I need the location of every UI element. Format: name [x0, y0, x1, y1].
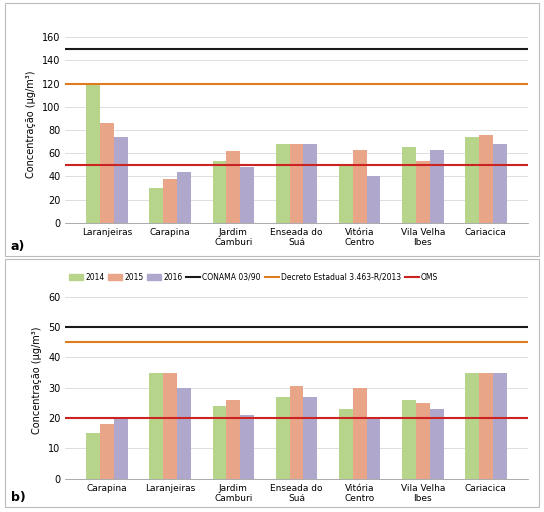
Bar: [177, 172, 191, 223]
Bar: [150, 188, 163, 223]
Bar: [150, 373, 163, 479]
Bar: [402, 400, 416, 479]
Bar: [240, 415, 254, 479]
Text: b): b): [11, 492, 26, 504]
Bar: [213, 161, 226, 223]
Bar: [289, 144, 304, 223]
Bar: [100, 123, 114, 223]
Bar: [430, 409, 443, 479]
Bar: [416, 161, 430, 223]
Bar: [367, 418, 380, 479]
Bar: [479, 135, 493, 223]
Y-axis label: Concentração (µg/m³): Concentração (µg/m³): [26, 71, 36, 178]
Bar: [339, 409, 353, 479]
Bar: [226, 400, 240, 479]
Text: a): a): [11, 241, 25, 253]
Bar: [86, 84, 100, 223]
Bar: [493, 144, 506, 223]
Y-axis label: Concentração (µg/m³): Concentração (µg/m³): [33, 327, 42, 434]
Bar: [289, 386, 304, 479]
Bar: [430, 150, 443, 223]
Bar: [100, 424, 114, 479]
Bar: [114, 137, 128, 223]
Bar: [339, 166, 353, 223]
Bar: [114, 418, 128, 479]
Bar: [163, 179, 177, 223]
Bar: [304, 397, 317, 479]
Bar: [416, 403, 430, 479]
Bar: [304, 144, 317, 223]
Bar: [479, 373, 493, 479]
Bar: [367, 176, 380, 223]
Bar: [240, 167, 254, 223]
Bar: [465, 373, 479, 479]
Bar: [226, 151, 240, 223]
Bar: [353, 150, 367, 223]
Bar: [163, 373, 177, 479]
Bar: [276, 144, 289, 223]
Bar: [353, 388, 367, 479]
Bar: [213, 406, 226, 479]
Bar: [276, 397, 289, 479]
Bar: [465, 137, 479, 223]
Bar: [177, 388, 191, 479]
Bar: [86, 433, 100, 479]
Bar: [402, 147, 416, 223]
Legend: 2014, 2015, 2016, CONAMA 03/90, Decreto Estadual 3.463-R/2013, OMS: 2014, 2015, 2016, CONAMA 03/90, Decreto …: [69, 273, 438, 282]
Bar: [493, 373, 506, 479]
